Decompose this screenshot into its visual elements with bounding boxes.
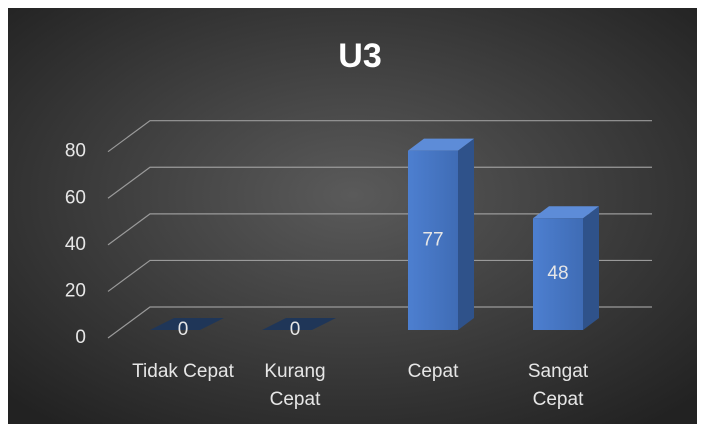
data-label: 0 — [178, 319, 189, 340]
grid-line — [107, 120, 652, 153]
data-label: 0 — [290, 319, 301, 340]
data-label: 48 — [547, 263, 568, 284]
bar — [533, 206, 599, 330]
bar-face — [408, 138, 474, 151]
bar — [150, 318, 224, 330]
bar-face — [583, 206, 599, 330]
x-tick-label: Sangat Cepat — [528, 361, 589, 410]
x-tick-label: Cepat — [408, 361, 459, 382]
y-tick-label: 0 — [75, 327, 86, 348]
grid-line — [107, 259, 652, 292]
y-tick-label: 20 — [65, 280, 86, 301]
bar-face — [533, 206, 599, 219]
chart-title: U3 — [338, 37, 381, 75]
grid-line — [107, 306, 652, 339]
bar-face — [458, 138, 474, 330]
y-tick-label: 80 — [65, 141, 86, 162]
y-tick-label: 60 — [65, 187, 86, 208]
x-tick-label: Tidak Cepat — [132, 361, 234, 382]
grid-line — [107, 166, 652, 199]
bar-face — [533, 218, 583, 330]
x-tick-label: Kurang Cepat — [264, 361, 325, 410]
data-label: 77 — [422, 229, 443, 250]
bar-face — [408, 150, 458, 330]
bar — [408, 138, 474, 330]
grid-line — [107, 213, 652, 246]
bar — [262, 318, 336, 330]
y-tick-label: 40 — [65, 234, 86, 255]
